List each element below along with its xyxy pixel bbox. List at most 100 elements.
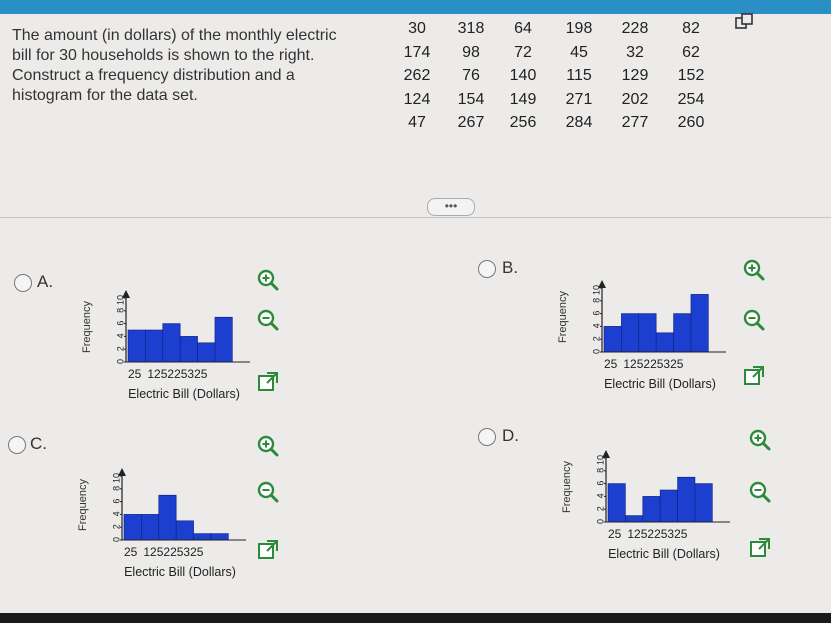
y-tick-label: 6 [112,499,122,504]
x-tick-labels: 25 125225325 [604,357,684,371]
y-tick-label: 6 [116,321,126,326]
x-tick-label: 325 [667,527,687,541]
histogram-bar [162,323,181,363]
histogram-bar [659,489,678,523]
question-line: histogram for the data set. [12,87,198,104]
histogram-option-c: Frequency 10 8 6 4 2 0 25 125225325 Electric Bill… [76,450,256,605]
histogram-bar [603,326,622,353]
data-cell: 260 [677,114,705,131]
x-axis-label: Electric Bill (Dollars) [604,377,716,391]
y-tick-label: 10 [592,285,602,295]
zoom-out-icon[interactable] [742,308,766,332]
histogram-option-b: Frequency 10 8 6 4 2 0 25 125225325 Electric Bill… [556,262,736,417]
y-axis-label: Frequency [81,301,93,353]
zoom-in-icon[interactable] [256,434,280,458]
external-link-icon[interactable] [742,364,766,388]
x-tick-label: 25 [604,357,618,371]
divider [0,217,831,218]
y-tick-label: 10 [116,295,126,305]
histogram-bar [607,483,626,523]
histogram-bar [677,476,696,523]
question-text: The amount (in dollars) of the monthly e… [12,26,392,106]
y-tick-label: 0 [112,537,122,542]
histogram-bar [193,533,212,541]
x-tick-labels: 25 125225325 [124,545,204,559]
data-cell: 202 [621,90,649,108]
external-link-icon[interactable] [256,370,280,394]
copy-icon[interactable] [734,12,754,32]
histogram-bar [214,316,233,363]
x-axis-label: Electric Bill (Dollars) [124,565,236,579]
zoom-in-icon[interactable] [748,428,772,452]
histogram-svg: Frequency 10 8 6 4 2 025 125225325 Electric Bill… [557,280,726,391]
histogram-bar [694,483,713,523]
data-cell: 284 [565,114,593,131]
y-tick-label: 0 [592,349,602,354]
y-axis-arrow [598,280,606,288]
x-tick-label: 25 [608,527,622,541]
y-tick-label: 8 [592,298,602,303]
histogram-option-a: Frequency 10 8 6 4 2 0 25 125225325 Electric Bill… [80,272,260,427]
data-cell: 72 [514,43,532,61]
y-tick-label: 8 [596,468,606,473]
radio-option-c[interactable] [8,436,26,454]
more-button[interactable]: ••• [427,198,475,216]
zoom-in-icon[interactable] [256,268,280,292]
zoom-out-icon[interactable] [256,480,280,504]
y-tick-label: 0 [596,519,606,524]
y-tick-label: 2 [592,336,602,341]
data-cell: 98 [462,43,480,61]
y-tick-label: 4 [596,493,606,498]
data-cell: 82 [682,20,700,37]
x-tick-label: 325 [183,545,203,559]
radio-option-b[interactable] [478,260,496,278]
data-cell: 228 [621,20,649,37]
data-cell: 152 [677,67,705,84]
radio-option-d[interactable] [478,428,496,446]
zoom-out-icon[interactable] [748,480,772,504]
data-cell: 76 [462,67,480,84]
data-cell: 149 [509,90,537,108]
histogram-bar [141,514,160,541]
y-axis-arrow [122,290,130,298]
data-cell: 267 [457,114,485,131]
y-tick-label: 4 [112,511,122,516]
histogram-svg: Frequency 10 8 6 4 2 025 125225325 Electric Bill… [561,450,730,561]
data-cell: 277 [621,114,649,131]
histogram-bar [127,329,146,363]
y-tick-label: 4 [116,333,126,338]
histogram-bar [625,515,644,523]
data-cell: 129 [621,67,649,84]
x-tick-label: 325 [187,367,207,381]
y-axis-arrow [118,468,126,476]
option-d-letter: D. [502,426,519,445]
zoom-out-icon[interactable] [256,308,280,332]
x-tick-label: 25 [128,367,142,381]
y-tick-label: 10 [596,455,606,465]
data-cell: 124 [403,90,431,108]
x-tick-label: 225 [643,357,663,371]
y-tick-label: 0 [116,359,126,364]
bottom-bar [0,613,831,623]
zoom-in-icon[interactable] [742,258,766,282]
radio-option-a[interactable] [14,274,32,292]
data-cell: 198 [565,20,593,37]
x-tick-label: 25 [124,545,138,559]
x-axis-label: Electric Bill (Dollars) [608,547,720,561]
external-link-icon[interactable] [748,536,772,560]
histogram-bar [642,496,661,523]
x-axis-label: Electric Bill (Dollars) [128,387,240,401]
histogram-bar [673,313,692,353]
data-cell: 115 [566,67,592,84]
histogram-bar [158,494,177,541]
y-axis-arrow [602,450,610,458]
data-cell: 140 [509,67,537,84]
histogram-bar [175,520,194,541]
option-c-letter: C. [30,434,47,453]
external-link-icon[interactable] [256,538,280,562]
data-cell: 47 [408,114,426,131]
data-cell: 154 [457,90,485,108]
y-tick-label: 4 [592,323,602,328]
data-cell: 262 [403,67,431,84]
data-cell: 256 [509,114,537,131]
